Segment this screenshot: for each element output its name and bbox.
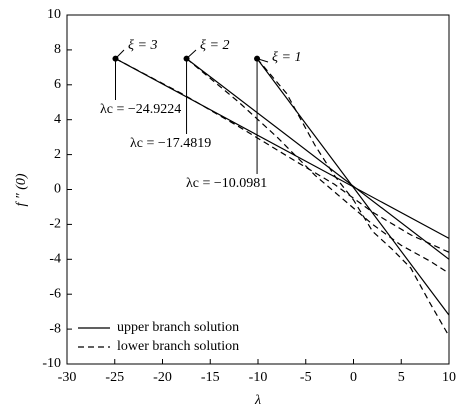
series-line — [256, 58, 450, 316]
x-tick-label: -25 — [105, 370, 124, 385]
y-tick-label: 4 — [54, 112, 61, 127]
x-tick-label: 5 — [398, 370, 405, 385]
series-line — [256, 58, 450, 337]
y-tick-label: -4 — [49, 252, 61, 267]
leader-line — [115, 49, 125, 59]
series-line — [186, 58, 450, 274]
y-tick-label: -6 — [49, 286, 61, 301]
annotation: ξ = 1 — [272, 50, 301, 65]
annotation: λc = −24.9224 — [100, 102, 181, 117]
y-tick-label: -2 — [49, 217, 61, 232]
x-tick-label: -5 — [300, 370, 312, 385]
leader-line — [256, 58, 269, 63]
x-axis-label: λ — [254, 393, 261, 408]
leader-line — [186, 49, 197, 59]
y-tick-label: 6 — [54, 77, 61, 92]
x-tick-label: -10 — [249, 370, 268, 385]
annotation: λc = −17.4819 — [130, 136, 211, 151]
y-tick-label: 8 — [54, 42, 61, 57]
series-line — [186, 58, 450, 260]
legend-label: lower branch solution — [117, 339, 239, 354]
x-tick-label: -30 — [58, 370, 77, 385]
y-tick-label: 10 — [47, 7, 61, 22]
annotation: ξ = 3 — [128, 38, 157, 53]
y-tick-label: 2 — [54, 147, 61, 162]
y-tick-label: -8 — [49, 321, 61, 336]
series-line — [115, 58, 450, 253]
x-tick-label: -20 — [153, 370, 172, 385]
x-tick-label: -15 — [201, 370, 220, 385]
annotation: λc = −10.0981 — [186, 176, 267, 191]
y-axis-label: f ″ (0) — [14, 173, 29, 206]
legend-label: upper branch solution — [117, 320, 239, 335]
x-tick-label: 0 — [350, 370, 357, 385]
annotation: ξ = 2 — [200, 38, 229, 53]
x-tick-label: 10 — [442, 370, 456, 385]
y-tick-label: 0 — [54, 182, 61, 197]
y-tick-label: -10 — [42, 356, 61, 371]
